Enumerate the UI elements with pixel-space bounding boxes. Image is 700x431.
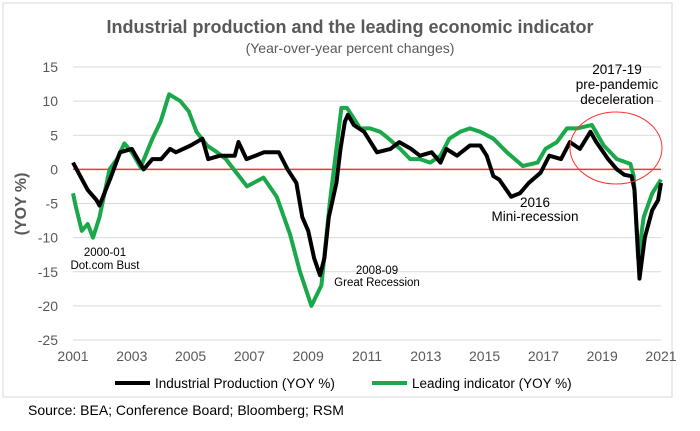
legend-label-leading: Leading indicator (YOY %): [412, 376, 572, 391]
chart-frame: [2, 2, 673, 398]
x-tick-label: 2021: [645, 348, 676, 364]
annotation-2017-line3: deceleration: [580, 92, 654, 107]
annotation-great-recession-line1: 2008-09: [356, 265, 398, 277]
x-tick-label: 2001: [57, 348, 88, 364]
y-tick-label: -25: [38, 332, 58, 348]
y-tick-label: -10: [38, 230, 58, 246]
y-tick-label: 15: [42, 59, 58, 75]
x-tick-label: 2019: [587, 348, 618, 364]
y-tick-label: -15: [38, 264, 58, 280]
annotation-dotcom-line2: Dot.com Bust: [70, 260, 140, 272]
legend-label-ip: Industrial Production (YOY %): [155, 376, 335, 391]
series-line-industrial-production: [71, 112, 663, 281]
chart-title: Industrial production and the leading ec…: [106, 17, 593, 37]
y-tick-label: 5: [50, 127, 58, 143]
annotation-2016-line1: 2016: [520, 195, 550, 210]
annotation-2017-line2: pre-pandemic: [576, 77, 659, 92]
x-tick-label: 2005: [175, 348, 206, 364]
y-axis-label: (YOY %): [13, 173, 30, 236]
y-tick-label: -20: [38, 298, 58, 314]
y-tick-label: -5: [46, 196, 59, 212]
x-tick-label: 2009: [293, 348, 324, 364]
annotation-dotcom-line1: 2000-01: [84, 247, 126, 259]
legend: Industrial Production (YOY %) Leading in…: [115, 376, 572, 391]
x-tick-label: 2017: [528, 348, 559, 364]
annotation-2017-line1: 2017-19: [592, 62, 642, 77]
series-line-leading-indicator: [71, 92, 663, 308]
x-tick-label: 2003: [116, 348, 147, 364]
annotation-2016-line2: Mini-recession: [491, 209, 578, 224]
source-note: Source: BEA; Conference Board; Bloomberg…: [28, 402, 344, 418]
y-tick-label: 10: [42, 93, 58, 109]
x-tick-label: 2015: [469, 348, 500, 364]
y-tick-label: 0: [50, 161, 58, 177]
annotation-great-recession-line2: Great Recession: [334, 277, 420, 289]
chart-subtitle: (Year-over-year percent changes): [246, 40, 455, 56]
x-tick-label: 2013: [410, 348, 441, 364]
x-tick-label: 2011: [352, 348, 382, 364]
x-tick-label: 2007: [234, 348, 265, 364]
highlight-ellipse: [569, 111, 663, 185]
